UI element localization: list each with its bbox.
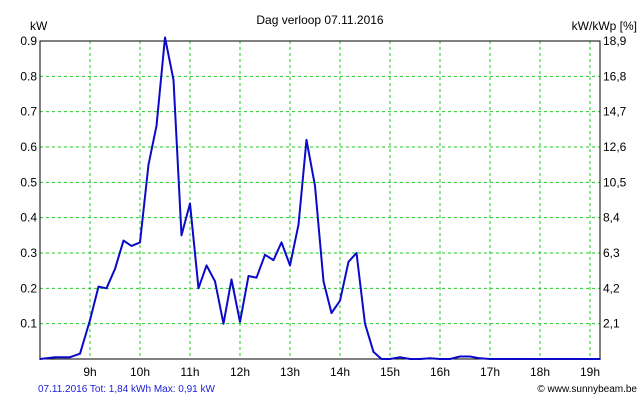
data-point (289, 264, 291, 267)
x-tick-label: 12h (230, 365, 250, 379)
y-tick-label-right: 14,7 (603, 105, 627, 119)
x-tick-label: 13h (280, 365, 300, 379)
y-tick-label-left: 0.5 (20, 175, 37, 189)
data-point (564, 358, 566, 360)
x-tick-label: 19h (580, 365, 600, 379)
data-point (205, 264, 208, 267)
y-tick-label-right: 16,8 (603, 69, 627, 83)
y-tick-label-right: 4,2 (603, 281, 620, 295)
data-point (539, 358, 541, 360)
data-point (389, 358, 391, 360)
data-point (429, 357, 431, 360)
y-tick-label-left: 0.1 (20, 317, 37, 331)
data-point (449, 358, 451, 360)
y-tick-label-left: 0.7 (20, 105, 37, 119)
y-tick-label-left: 0.8 (20, 69, 37, 83)
data-point (514, 358, 516, 360)
footer-copyright: © www.sunnybeam.be (537, 384, 637, 395)
y-tick-label-left: 0.2 (20, 281, 37, 295)
x-tick-label: 10h (130, 365, 150, 379)
data-point (139, 241, 141, 244)
data-point (255, 276, 258, 279)
x-tick-label: 15h (380, 365, 400, 379)
y-axis-right-label: kW/kWp [%] (572, 19, 637, 33)
y-tick-label-left: 0.6 (20, 140, 37, 154)
data-point (479, 357, 481, 360)
y-tick-label-right: 2,1 (603, 317, 620, 331)
data-point (330, 312, 333, 314)
footer-summary: 07.11.2016 Tot: 1,84 kWh Max: 0,91 kW (38, 384, 216, 395)
data-point (364, 322, 366, 325)
data-point (322, 280, 325, 283)
y-tick-label-right: 10,5 (603, 175, 627, 189)
data-point (489, 358, 491, 360)
data-point (347, 260, 350, 263)
data-point (214, 280, 216, 283)
chart-title: Dag verloop 07.11.2016 (256, 13, 384, 27)
data-point (239, 321, 241, 323)
data-point (189, 202, 191, 205)
data-point (69, 356, 71, 359)
x-tick-label: 16h (430, 365, 450, 379)
data-point (599, 358, 601, 360)
data-point (372, 351, 375, 353)
data-point (197, 287, 200, 290)
y-tick-label-right: 18,9 (603, 34, 627, 48)
data-point (589, 358, 591, 360)
tick-labels: 0.1 2,1 0.2 4,2 0.3 6,3 0.4 8,4 0.5 10,5 0.6 12,6 0.… (20, 34, 626, 379)
data-point (419, 358, 421, 360)
series-line (39, 36, 600, 360)
data-point (79, 352, 81, 355)
y-tick-label-left: 0.9 (20, 34, 37, 48)
data-point (105, 287, 108, 290)
data-point (272, 259, 275, 261)
data-point (122, 239, 125, 242)
y-tick-label-left: 0.3 (20, 246, 37, 260)
data-point (469, 355, 471, 358)
x-tick-label: 14h (330, 365, 350, 379)
data-point (247, 275, 250, 277)
plot-frame (39, 40, 601, 360)
y-tick-label-right: 6,3 (603, 246, 620, 260)
grid (40, 40, 600, 359)
data-point (355, 252, 358, 254)
data-point (264, 253, 266, 256)
data-point (39, 358, 41, 360)
data-point (339, 299, 341, 302)
data-point (314, 185, 316, 187)
y-tick-label-left: 0.4 (20, 211, 37, 225)
y-tick-label-right: 12,6 (603, 140, 627, 154)
data-point (155, 124, 158, 127)
data-point (280, 241, 283, 244)
data-point (54, 356, 56, 359)
data-point (130, 245, 133, 247)
data-point (305, 139, 308, 141)
data-point (459, 355, 461, 358)
data-point (89, 319, 91, 321)
x-tick-label: 9h (83, 365, 96, 379)
y-tick-label-right: 8,4 (603, 211, 620, 225)
x-tick-label: 18h (530, 365, 550, 379)
y-axis-left-label: kW (30, 19, 48, 33)
data-point (180, 234, 183, 237)
data-point (230, 278, 233, 281)
data-point (297, 223, 300, 226)
data-point (97, 285, 100, 288)
data-point (439, 358, 441, 360)
data-point (147, 163, 150, 166)
data-point (409, 358, 411, 360)
data-point (399, 356, 401, 359)
x-tick-label: 17h (480, 365, 500, 379)
data-point (222, 322, 225, 325)
data-point (114, 268, 116, 270)
data-point (164, 36, 166, 39)
data-point (380, 358, 383, 360)
series-layer (39, 36, 601, 360)
data-point (172, 79, 175, 81)
x-tick-label: 11h (180, 365, 199, 379)
